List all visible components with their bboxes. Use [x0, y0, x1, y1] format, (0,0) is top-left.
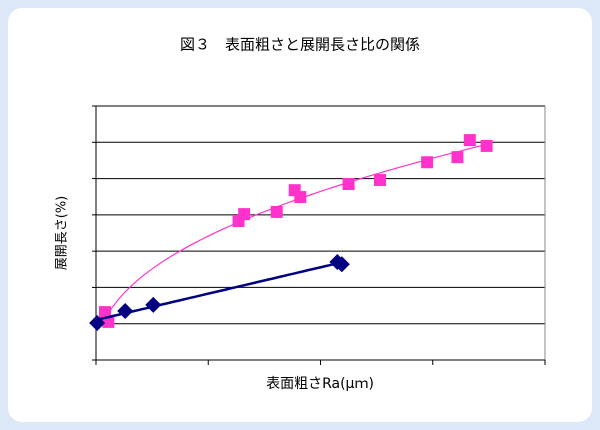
point — [238, 208, 251, 221]
point — [463, 134, 476, 147]
point — [270, 205, 283, 218]
point — [373, 174, 386, 187]
point — [98, 306, 111, 319]
point — [451, 151, 464, 164]
point — [89, 314, 106, 331]
point — [480, 139, 493, 152]
y-axis-label: 展開長さ(%) — [55, 196, 70, 271]
x-axis-label: 表面粗さRa(μｍ) — [266, 376, 374, 392]
point — [342, 178, 355, 191]
point — [421, 156, 434, 169]
point — [117, 303, 134, 320]
trendline — [96, 261, 343, 321]
point — [294, 191, 307, 204]
point — [333, 256, 350, 273]
point — [145, 296, 162, 313]
chart-title: 図３ 表面粗さと展開長さ比の関係 — [180, 36, 420, 54]
